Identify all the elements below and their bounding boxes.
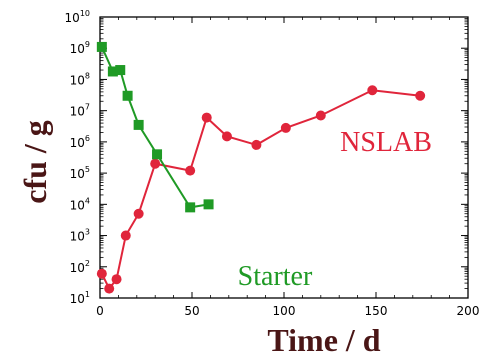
x-axis-label: Time / d [267, 322, 380, 358]
y-axis-label: cfu / g [17, 120, 53, 204]
y-tick-label: 106 [70, 134, 90, 150]
series-line-nslab [100, 89, 421, 291]
x-tick-label: 50 [184, 304, 199, 318]
data-point-starter [133, 119, 144, 130]
y-tick-label: 103 [70, 228, 90, 244]
data-point-nslab [120, 230, 131, 241]
data-point-nslab [201, 112, 212, 123]
data-point-nslab [150, 158, 161, 169]
data-point-starter [152, 149, 163, 160]
data-point-nslab [280, 122, 291, 133]
data-point-nslab [111, 274, 122, 285]
series-label-starter: Starter [238, 261, 313, 292]
data-point-starter [107, 66, 118, 77]
data-point-nslab [133, 208, 144, 219]
x-tick-label: 200 [457, 304, 480, 318]
data-point-nslab [96, 268, 107, 279]
data-point-nslab [185, 165, 196, 176]
data-point-starter [115, 65, 126, 76]
data-point-nslab [104, 283, 115, 294]
y-tick-label: 109 [70, 40, 90, 56]
y-tick-label: 108 [70, 71, 90, 87]
data-point-nslab [251, 139, 262, 150]
ticks: 0 50 100 150 200 101 102 103 104 105 106 107 108 109 1… [65, 9, 480, 318]
data-point-nslab [221, 131, 232, 142]
series-label-nslab: NSLAB [340, 127, 432, 158]
data-point-starter [185, 202, 196, 213]
y-tick-label: 102 [70, 259, 90, 275]
y-tick-label: 101 [70, 290, 90, 306]
series-layer [96, 41, 426, 294]
data-point-starter [203, 199, 214, 210]
y-tick-label: 1010 [65, 9, 90, 25]
x-tick-label: 150 [365, 304, 388, 318]
y-tick-label: 105 [70, 165, 90, 181]
data-point-starter [122, 90, 133, 101]
data-point-nslab [367, 85, 378, 96]
y-tick-label: 104 [70, 196, 90, 212]
data-point-nslab [315, 110, 326, 121]
x-tick-label: 100 [273, 304, 296, 318]
x-tick-label: 0 [96, 304, 104, 318]
data-point-nslab [415, 90, 426, 101]
data-point-starter [96, 41, 107, 52]
y-tick-label: 107 [70, 103, 90, 119]
